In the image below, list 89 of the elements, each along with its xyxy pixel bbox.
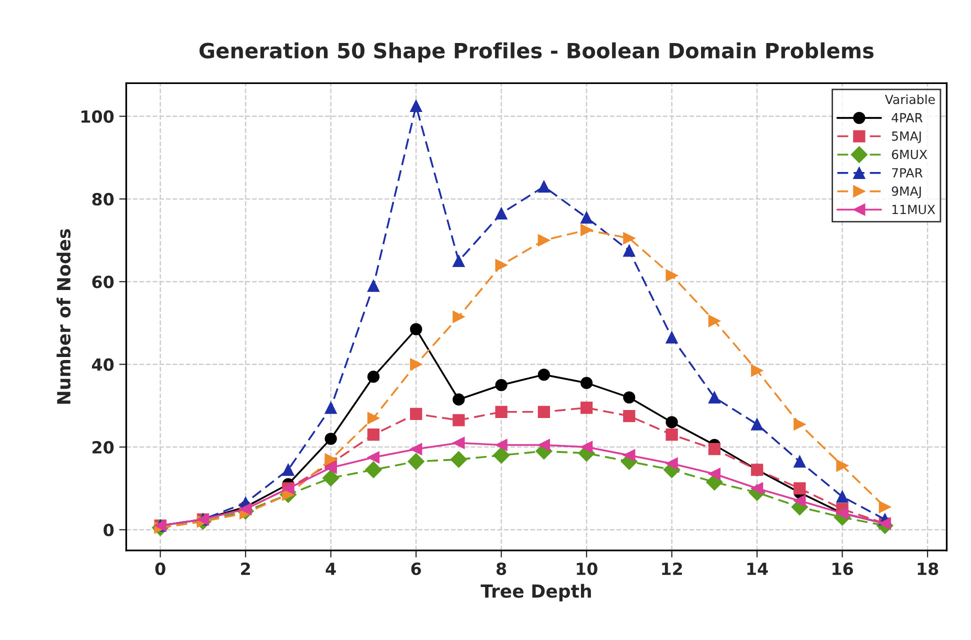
point (408, 453, 424, 470)
point (538, 368, 550, 381)
x-tick-label: 8 (496, 562, 506, 576)
x-tick-label: 4 (326, 562, 336, 575)
legend-title: Variable (884, 94, 935, 104)
point (794, 455, 806, 468)
point (324, 462, 337, 474)
point (452, 414, 465, 426)
point (580, 224, 593, 236)
point (708, 391, 721, 404)
x-tick-label: 0 (155, 562, 166, 576)
point (492, 446, 510, 464)
point (580, 402, 593, 414)
point (367, 428, 380, 441)
y-tick-label: 60 (92, 276, 114, 288)
point (623, 232, 636, 244)
legend-label: 7PAR (892, 168, 923, 178)
legend-label: 5MAJ (892, 132, 921, 144)
point (580, 211, 593, 224)
point (282, 464, 294, 476)
point (538, 180, 550, 193)
x-tick-label: 16 (832, 562, 853, 576)
point (324, 453, 337, 466)
x-tick-label: 12 (662, 562, 682, 575)
point (666, 269, 678, 282)
point (794, 482, 806, 494)
x-tick-label: 18 (918, 562, 938, 576)
point (666, 331, 678, 344)
point (410, 100, 422, 112)
legend-label: 4PAR (892, 113, 923, 122)
point (794, 418, 806, 430)
point (708, 443, 721, 456)
point (666, 428, 678, 441)
legend-label: 9MAJ (892, 186, 921, 198)
point (452, 310, 465, 323)
point (324, 432, 337, 445)
point (410, 443, 422, 456)
point (538, 234, 550, 246)
point (410, 323, 422, 336)
point (495, 438, 508, 452)
point (750, 418, 764, 430)
point (623, 244, 636, 257)
point (450, 451, 468, 468)
point (324, 402, 337, 414)
point (623, 410, 636, 422)
point (367, 412, 380, 424)
point (580, 376, 593, 390)
y-tick-label: 40 (92, 358, 114, 371)
point (836, 490, 848, 503)
point (495, 207, 508, 220)
y-tick-label: 100 (82, 110, 114, 123)
point (495, 378, 508, 392)
y-tick-label: 80 (92, 192, 114, 206)
point (750, 364, 764, 377)
point (495, 259, 508, 272)
point (322, 470, 340, 486)
x-tick-label: 10 (576, 562, 598, 576)
y-tick-label: 20 (92, 441, 114, 454)
point (666, 416, 678, 428)
point (538, 438, 550, 452)
point (367, 280, 380, 292)
point (410, 408, 422, 420)
point (666, 458, 678, 470)
point (367, 451, 380, 464)
x-tick-label: 2 (241, 562, 250, 575)
y-tick-label: 0 (104, 524, 114, 536)
point (538, 406, 550, 418)
x-axis-title: Tree Depth (480, 584, 591, 602)
point (794, 494, 806, 507)
point (708, 314, 721, 328)
y-axis-title: Number of Nodes (56, 229, 71, 404)
legend-label: 11MUX (892, 204, 936, 214)
point (367, 370, 380, 383)
point (452, 436, 465, 449)
point (495, 406, 508, 418)
point (452, 254, 465, 268)
x-tick-label: 6 (411, 562, 421, 576)
point (452, 393, 465, 406)
point (708, 468, 721, 480)
legend-label: 6MUX (892, 150, 928, 160)
point (365, 461, 382, 478)
point (410, 358, 422, 370)
point (623, 449, 636, 462)
point (580, 440, 593, 454)
point (878, 500, 891, 514)
x-tick-label: 14 (747, 562, 768, 575)
point (623, 391, 636, 404)
point (836, 460, 848, 472)
chart-title: Generation 50 Shape Profiles - Boolean Domain Problems (200, 42, 874, 63)
